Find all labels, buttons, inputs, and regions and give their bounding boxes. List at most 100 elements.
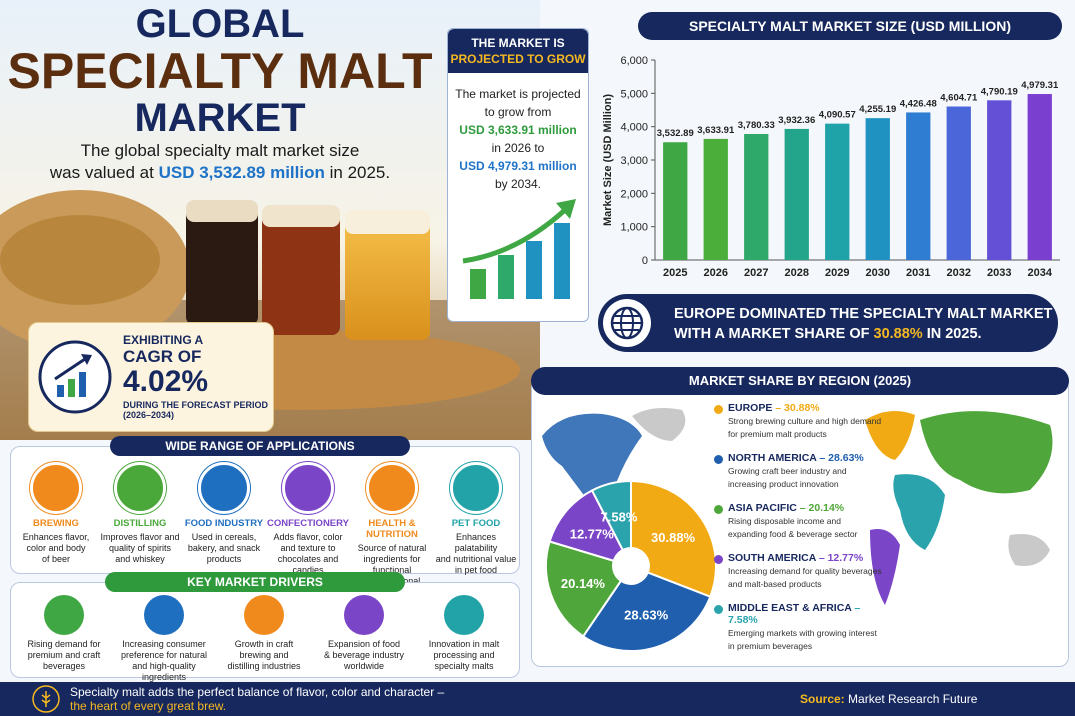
application-icon <box>114 462 166 514</box>
applications-panel <box>10 446 520 574</box>
intro-line: The global specialty malt market size <box>80 141 360 160</box>
europe-line: EUROPE DOMINATED THE SPECIALTY MALT MARK… <box>674 306 1053 322</box>
legend-swatch <box>714 455 723 464</box>
pie-hole <box>612 547 650 585</box>
driver-text: worldwide <box>343 661 385 671</box>
cagr-box: EXHIBITING A CAGR OF 4.02% DURING THE FO… <box>28 322 274 432</box>
cagr-label: CAGR OF <box>123 347 202 366</box>
y-axis-label: Market Size (USD Million) <box>602 94 614 226</box>
legend-description: Growing craft beer industry and <box>728 466 847 476</box>
y-tick-label: 4,000 <box>620 122 648 134</box>
driver: Expansion of food & beverage industry worl… <box>314 595 414 672</box>
projection-line: in 2026 to <box>491 141 545 155</box>
application-text: Source of natural <box>357 543 427 553</box>
legend: EUROPE – 30.88% Strong brewing culture an… <box>714 402 884 652</box>
legend-item: NORTH AMERICA – 28.63% Growing craft beer… <box>714 452 884 502</box>
x-tick-label: 2027 <box>744 267 768 279</box>
application-icon <box>282 462 334 514</box>
pie-chart: 30.88% 28.63% 20.14% 12.77% 7.58% <box>545 479 717 652</box>
application-name: BREWING <box>33 518 79 529</box>
driver: Innovation in malt processing and specialt… <box>414 595 514 672</box>
application-name: CONFECTIONERY <box>267 518 349 529</box>
bar <box>825 123 850 260</box>
legend-heading: MIDDLE EAST & AFRICA – 7.58% <box>728 602 884 626</box>
application-name: FOOD INDUSTRY <box>184 518 264 529</box>
application-text: and texture to <box>280 543 336 553</box>
driver-text: Expansion of food <box>327 639 401 649</box>
title-line: MARKET <box>134 96 306 140</box>
projection-value: USD 4,979.31 million <box>459 159 577 173</box>
title-line: GLOBAL <box>135 2 305 46</box>
legend-heading: SOUTH AMERICA – 12.77% <box>728 552 884 564</box>
application-text: Improves flavor and <box>100 532 180 542</box>
pie-value-label: 20.14% <box>561 576 606 591</box>
driver-text: Growth in craft <box>234 639 294 649</box>
projection-title-line: THE MARKET IS <box>471 36 565 50</box>
europe-text-part: WITH A MARKET SHARE OF <box>674 326 870 342</box>
x-tick-label: 2030 <box>866 267 890 279</box>
y-tick-label: 1,000 <box>620 222 648 234</box>
x-tick-label: 2033 <box>987 267 1011 279</box>
pie-value-label: 30.88% <box>651 530 696 545</box>
application-text: Enhances flavor, <box>22 532 90 542</box>
legend-description: expanding food & beverage sector <box>728 529 858 539</box>
legend-description: Increasing demand for quality beverages <box>728 566 882 576</box>
bar <box>906 112 931 260</box>
x-tick-label: 2028 <box>785 267 809 279</box>
y-tick-label: 2,000 <box>620 188 648 200</box>
legend-description: and malt-based products <box>728 579 822 589</box>
legend-value: 12.77% <box>827 552 864 564</box>
bar-value-label: 4,790.19 <box>981 86 1018 97</box>
bar-value-label: 3,532.89 <box>657 128 694 139</box>
pie-slice <box>545 540 633 638</box>
application: PET FOOD Enhances palatability and nutriti… <box>434 462 518 576</box>
projection-text: The market is projected to grow from USD… <box>448 85 588 193</box>
pie-chart-title: MARKET SHARE BY REGION (2025) <box>531 367 1069 395</box>
legend-description: Rising disposable income and <box>728 516 841 526</box>
legend-description: in premium beverages <box>728 641 813 651</box>
pie-value-label: 12.77% <box>570 526 615 541</box>
legend-swatch <box>714 555 723 564</box>
application-name: HEALTH & NUTRITION <box>366 518 418 540</box>
map-world <box>865 411 1053 605</box>
driver-icon <box>244 595 284 635</box>
bar-value-label: 4,979.31 <box>1021 80 1059 91</box>
footer-line: Specialty malt adds the perfect balance … <box>70 685 445 699</box>
legend-item: ASIA PACIFIC – 20.14% Rising disposable i… <box>714 502 884 552</box>
growth-icon <box>462 199 576 299</box>
pie-slice <box>548 489 633 568</box>
intro-line: was valued at USD 3,532.89 million in 20… <box>0 162 440 184</box>
bar <box>946 106 971 260</box>
source: Source: Market Research Future <box>800 692 977 706</box>
application-icon <box>30 462 82 514</box>
driver-text: beverages <box>42 661 86 671</box>
application-text: ingredients for functional <box>363 554 421 575</box>
projection-title: THE MARKET IS PROJECTED TO GROW <box>448 29 588 73</box>
projection-value: USD 3,633.91 million <box>459 123 577 137</box>
legend-heading: ASIA PACIFIC – 20.14% <box>728 502 884 514</box>
intro-text: was valued at <box>49 163 154 182</box>
driver-icon <box>444 595 484 635</box>
intro-text: in 2025. <box>329 163 391 182</box>
application-icon <box>450 462 502 514</box>
driver-text: specialty malts <box>434 661 494 671</box>
bar <box>663 142 688 260</box>
bar <box>784 128 809 260</box>
legend-value: 28.63% <box>828 452 864 464</box>
application-text: Enhances palatability <box>454 532 498 553</box>
application-text: Adds flavor, color <box>273 532 343 542</box>
projection-title-line: PROJECTED TO GROW <box>450 52 586 66</box>
driver-text: Increasing consumer <box>122 639 206 649</box>
application-icon <box>366 462 418 514</box>
legend-value: 30.88% <box>784 402 820 414</box>
europe-text: EUROPE DOMINATED THE SPECIALTY MALT MARK… <box>674 304 1052 344</box>
driver-text: and high-quality ingredients <box>132 661 196 682</box>
y-tick-label: 3,000 <box>620 155 648 167</box>
pie-value-label: 7.58% <box>601 509 638 524</box>
bar <box>703 138 728 260</box>
driver-text: Rising demand for <box>27 639 101 649</box>
application: CONFECTIONERY Adds flavor, color and textu… <box>266 462 350 576</box>
legend-name: NORTH AMERICA <box>728 452 817 464</box>
driver-text: distilling industries <box>227 661 301 671</box>
